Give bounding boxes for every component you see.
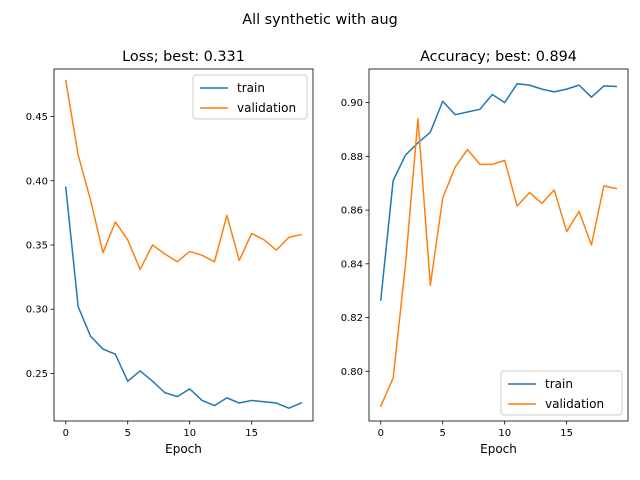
loss-ytick-label: 0.40 (26, 176, 48, 187)
loss-xtick-label: 15 (245, 428, 258, 439)
accuracy-xaxis-label: Epoch (480, 442, 517, 456)
accuracy-xtick-label: 5 (440, 428, 446, 439)
accuracy-ytick-label: 0.82 (341, 313, 363, 324)
loss-ytick-label: 0.25 (26, 369, 48, 380)
accuracy-chart: Accuracy; best: 0.894 0 5 10 15 0.80 0.82 0.84 0… (341, 49, 629, 456)
accuracy-legend-validation-label: validation (545, 397, 604, 411)
accuracy-ytick-label: 0.80 (341, 367, 363, 378)
loss-xtick-label: 5 (125, 428, 131, 439)
loss-chart: Loss; best: 0.331 0 5 10 15 0.25 0.30 0.35 0.40 0… (26, 49, 314, 456)
loss-chart-title: Loss; best: 0.331 (122, 49, 245, 65)
accuracy-xtick-label: 0 (378, 428, 384, 439)
accuracy-chart-title: Accuracy; best: 0.894 (420, 49, 577, 65)
loss-xaxis-label: Epoch (165, 442, 202, 456)
loss-ytick-label: 0.30 (26, 305, 48, 316)
accuracy-ytick-label: 0.90 (341, 98, 363, 109)
accuracy-ytick-label: 0.84 (341, 259, 363, 270)
figure-suptitle: All synthetic with aug (242, 12, 397, 28)
loss-legend-train-label: train (237, 81, 265, 95)
accuracy-xtick-label: 10 (498, 428, 511, 439)
loss-legend-validation-label: validation (237, 101, 296, 115)
loss-validation-line (64, 79, 303, 271)
accuracy-legend-train-label: train (545, 377, 573, 391)
accuracy-xtick-label: 15 (560, 428, 573, 439)
accuracy-axes-frame (368, 68, 629, 422)
loss-xtick-label: 0 (63, 428, 69, 439)
loss-ytick-label: 0.45 (26, 112, 48, 123)
accuracy-ytick-label: 0.86 (341, 206, 363, 217)
loss-xtick-label: 10 (183, 428, 196, 439)
loss-ytick-label: 0.35 (26, 241, 48, 252)
loss-train-line (64, 186, 303, 409)
accuracy-ytick-label: 0.88 (341, 152, 363, 163)
accuracy-validation-line (379, 117, 618, 408)
